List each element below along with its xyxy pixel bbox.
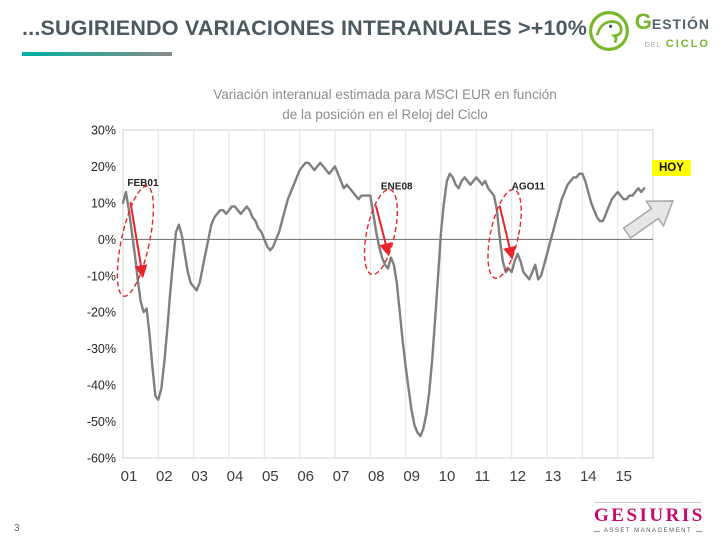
svg-text:-30%: -30% bbox=[87, 342, 116, 356]
svg-text:09: 09 bbox=[403, 468, 420, 485]
annotation-ene08: ENE08 bbox=[363, 182, 413, 276]
chart-svg: 30%20%10%0%-10%-20%-30%-40%-50%-60%01 02 0… bbox=[87, 124, 654, 485]
chart-title-line1: Variación interanual estimada para MSCI … bbox=[213, 87, 557, 102]
svg-text:0%: 0% bbox=[98, 233, 116, 247]
gridlines bbox=[122, 129, 654, 459]
hoy-badge: HOY bbox=[652, 160, 691, 176]
svg-text:14: 14 bbox=[580, 468, 597, 485]
svg-text:ENE08: ENE08 bbox=[381, 182, 413, 193]
svg-text:01: 01 bbox=[121, 468, 138, 485]
logo-sub-ciclo: CICLO bbox=[665, 38, 710, 50]
gesiuris-wordmark: GESIURIS bbox=[594, 502, 702, 527]
series-line bbox=[121, 161, 646, 438]
svg-text:06: 06 bbox=[297, 468, 314, 485]
svg-text:04: 04 bbox=[227, 468, 244, 485]
svg-text:03: 03 bbox=[191, 468, 208, 485]
gesiuris-logo: GESIURIS ASSET MANAGEMENT bbox=[594, 502, 702, 534]
svg-text:-60%: -60% bbox=[87, 452, 116, 466]
svg-text:-40%: -40% bbox=[87, 379, 116, 393]
svg-text:-20%: -20% bbox=[87, 306, 116, 320]
svg-text:05: 05 bbox=[262, 468, 279, 485]
svg-text:11: 11 bbox=[475, 468, 491, 485]
gestion-logo-text: GESTIÓN DEL CICLO bbox=[635, 11, 710, 51]
title-accent-bar bbox=[22, 52, 172, 56]
chart-title-line2: de la posición en el Reloj del Ciclo bbox=[282, 106, 488, 122]
annotation-feb01: FEB01 bbox=[116, 178, 159, 297]
chart-title: Variación interanual estimada para MSCI … bbox=[115, 85, 655, 124]
y-axis-labels: 30% 20% 10% 0% -10% -20% -30% -40% -50% -60% bbox=[87, 124, 116, 466]
svg-text:10: 10 bbox=[439, 468, 456, 485]
page-title: ...SUGIRIENDO VARIACIONES INTERANUALES >… bbox=[22, 16, 588, 40]
gestion-del-ciclo-logo: GESTIÓN DEL CICLO bbox=[588, 10, 710, 52]
rule-left bbox=[594, 530, 600, 532]
svg-text:AGO11: AGO11 bbox=[512, 182, 546, 193]
svg-text:02: 02 bbox=[156, 468, 173, 485]
svg-text:08: 08 bbox=[368, 468, 385, 485]
svg-text:-10%: -10% bbox=[87, 269, 116, 283]
logo-initial: G bbox=[634, 9, 652, 34]
svg-text:FEB01: FEB01 bbox=[127, 178, 159, 189]
annotation-ago11: AGO11 bbox=[487, 182, 546, 280]
svg-text:12: 12 bbox=[509, 468, 526, 485]
gesiuris-subtitle: ASSET MANAGEMENT bbox=[603, 528, 693, 534]
logo-name-rest: ESTIÓN bbox=[651, 16, 710, 32]
rule-right bbox=[696, 530, 703, 532]
page-number: 3 bbox=[14, 523, 20, 534]
svg-text:13: 13 bbox=[545, 468, 562, 485]
svg-text:15: 15 bbox=[615, 468, 632, 485]
logo-sub-del: DEL bbox=[644, 42, 662, 49]
x-axis-labels: 01 02 03 04 05 06 07 08 09 10 11 12 13 14 15 bbox=[121, 468, 632, 485]
svg-text:20%: 20% bbox=[91, 160, 116, 174]
svg-text:10%: 10% bbox=[91, 196, 116, 210]
chameleon-icon bbox=[588, 11, 629, 51]
svg-text:07: 07 bbox=[333, 468, 350, 485]
svg-text:-50%: -50% bbox=[87, 415, 116, 429]
svg-text:30%: 30% bbox=[91, 124, 116, 138]
trend-up-arrow-icon bbox=[622, 200, 675, 240]
